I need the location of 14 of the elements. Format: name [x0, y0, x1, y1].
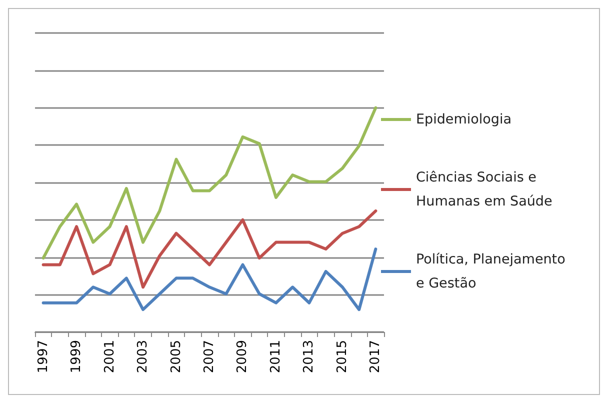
legend-label: Ciências Sociais e Humanas em Saúde	[416, 170, 552, 210]
x-tick-label: 2015	[334, 340, 350, 374]
x-tick-label: 1999	[69, 340, 84, 374]
x-tick-label: 2009	[235, 340, 250, 374]
x-tick-label: 2011	[268, 340, 284, 374]
x-tick-label: 2001	[102, 340, 118, 374]
x-tick-label: 1997	[36, 340, 51, 374]
x-tick-label: 2003	[136, 340, 151, 374]
legend-label: Epidemiologia	[416, 112, 512, 128]
x-tick-label: 2017	[368, 340, 384, 374]
x-tick-label: 2005	[168, 340, 184, 374]
legend-label: Política, Planejamento e Gestão	[416, 252, 570, 292]
x-tick-label: 2007	[202, 340, 217, 374]
x-tick-label: 2013	[302, 340, 317, 374]
